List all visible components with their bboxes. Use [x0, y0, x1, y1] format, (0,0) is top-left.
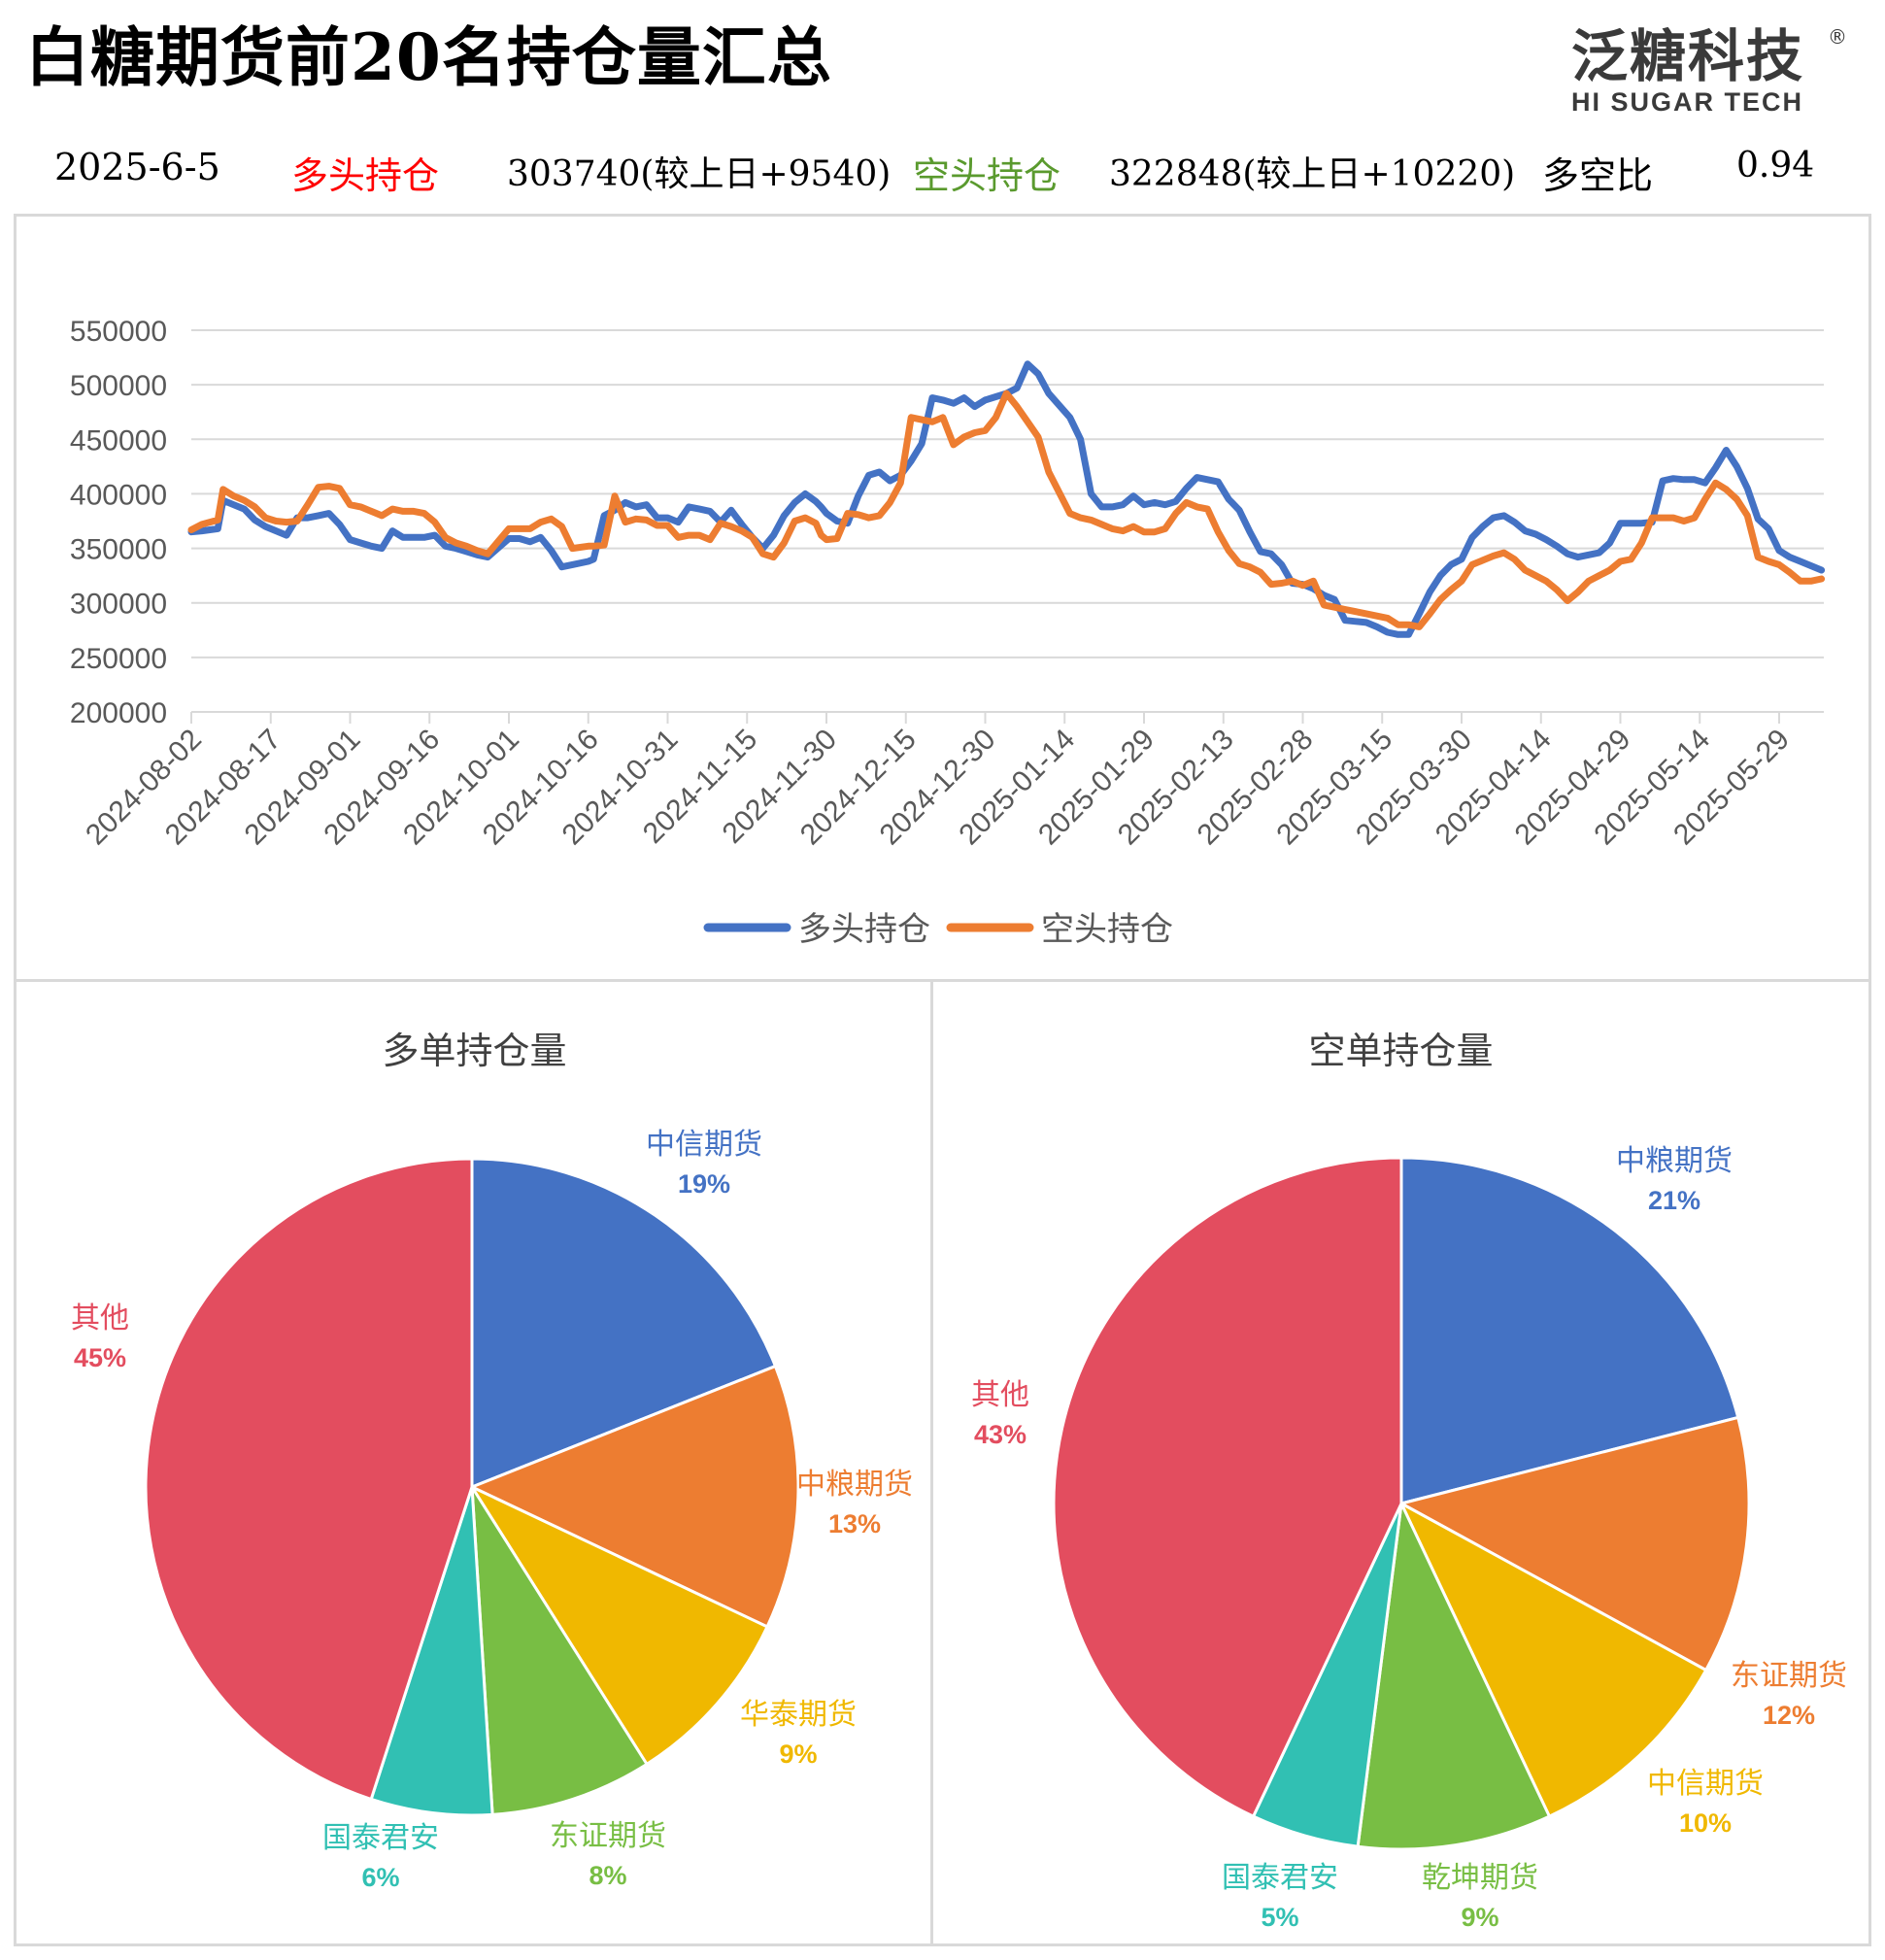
y-tick-label: 200000: [70, 697, 167, 729]
chart-legend: 多头持仓 空头持仓: [703, 911, 1173, 948]
short-pie-title: 空单持仓量: [1308, 1030, 1494, 1072]
y-tick-label: 250000: [70, 643, 167, 675]
summary-bar: 2025-6-5 多头持仓 303740(较上日+9540) 空头持仓 3228…: [0, 146, 1885, 197]
y-tick-label: 550000: [70, 316, 167, 348]
registered-mark-icon: ®: [1828, 25, 1847, 49]
y-axis-ticks: 550000 500000 450000 400000 350000 300000 2500…: [70, 316, 167, 729]
short-pie-panel: 空单持仓量: [930, 979, 1871, 1946]
long-position-line: [187, 360, 1826, 638]
y-tick-label: 450000: [70, 424, 167, 456]
brand-logo: 泛糖科技 ® HI SUGAR TECH: [1571, 23, 1847, 118]
line-chart: 550000 500000 450000 400000 350000 300000 2500…: [70, 316, 1826, 948]
logo-chinese: 泛糖科技: [1571, 23, 1805, 89]
line-chart-panel: 550000 500000 450000 400000 350000 300000 2500…: [14, 214, 1871, 983]
y-tick-label: 350000: [70, 534, 167, 566]
x-axis-ticks: 2024-08-022024-08-172024-09-012024-09-16…: [80, 712, 1796, 851]
summary-date: 2025-6-5: [54, 146, 220, 188]
long-short-ratio-value: 0.94: [1736, 146, 1815, 186]
long-short-ratio-label: 多空比: [1542, 154, 1654, 197]
long-position-value: 303740(较上日+9540): [507, 154, 892, 194]
legend-long-label: 多头持仓: [798, 911, 930, 948]
short-position-value: 322848(较上日+10220): [1109, 154, 1516, 194]
y-tick-label: 400000: [70, 479, 167, 511]
y-tick-label: 300000: [70, 589, 167, 621]
page-title: 白糖期货前20名持仓量汇总: [25, 19, 832, 95]
y-tick-label: 500000: [70, 370, 167, 402]
short-position-label: 空头持仓: [913, 154, 1061, 197]
long-pie-title: 多单持仓量: [382, 1030, 567, 1072]
chart-lines: [187, 360, 1826, 638]
long-position-label: 多头持仓: [291, 154, 440, 197]
logo-english: HI SUGAR TECH: [1571, 87, 1804, 117]
legend-short-label: 空头持仓: [1041, 911, 1173, 948]
short-position-line: [187, 389, 1826, 630]
long-pie-panel: 多单持仓量: [14, 979, 935, 1946]
